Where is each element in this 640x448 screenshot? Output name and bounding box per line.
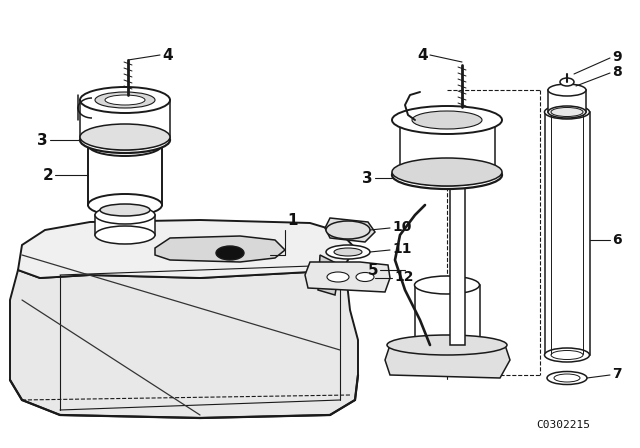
Ellipse shape bbox=[100, 204, 150, 216]
Text: 4: 4 bbox=[417, 47, 428, 63]
Ellipse shape bbox=[356, 272, 374, 281]
Ellipse shape bbox=[415, 276, 479, 294]
Text: 11: 11 bbox=[392, 242, 412, 256]
Polygon shape bbox=[545, 112, 590, 355]
Text: 6: 6 bbox=[612, 233, 621, 247]
Ellipse shape bbox=[88, 130, 162, 150]
Text: 1: 1 bbox=[287, 213, 298, 228]
Polygon shape bbox=[450, 175, 465, 345]
Ellipse shape bbox=[560, 78, 574, 86]
Ellipse shape bbox=[387, 335, 507, 355]
Ellipse shape bbox=[327, 272, 349, 282]
Polygon shape bbox=[400, 120, 495, 172]
Ellipse shape bbox=[326, 221, 370, 239]
Ellipse shape bbox=[88, 194, 162, 216]
Polygon shape bbox=[415, 285, 480, 345]
Text: 7: 7 bbox=[612, 367, 621, 381]
Text: 3: 3 bbox=[362, 171, 373, 185]
Text: C0302215: C0302215 bbox=[536, 420, 590, 430]
Ellipse shape bbox=[545, 105, 589, 119]
Polygon shape bbox=[88, 145, 162, 205]
Text: 8: 8 bbox=[612, 65, 621, 79]
Ellipse shape bbox=[216, 246, 244, 260]
Ellipse shape bbox=[415, 336, 479, 354]
Text: 2: 2 bbox=[42, 168, 53, 182]
Ellipse shape bbox=[547, 371, 587, 384]
Text: 5: 5 bbox=[367, 263, 378, 277]
Polygon shape bbox=[305, 262, 390, 292]
Text: 10: 10 bbox=[392, 220, 412, 234]
Ellipse shape bbox=[326, 245, 370, 259]
Ellipse shape bbox=[392, 158, 502, 186]
Ellipse shape bbox=[402, 164, 492, 186]
Ellipse shape bbox=[88, 134, 162, 156]
Text: 12: 12 bbox=[394, 270, 413, 284]
Ellipse shape bbox=[392, 161, 502, 189]
Ellipse shape bbox=[95, 206, 155, 224]
Ellipse shape bbox=[80, 124, 170, 150]
Ellipse shape bbox=[95, 226, 155, 244]
Ellipse shape bbox=[392, 106, 502, 134]
Polygon shape bbox=[95, 215, 155, 235]
Ellipse shape bbox=[95, 92, 155, 108]
Ellipse shape bbox=[548, 84, 586, 96]
Polygon shape bbox=[10, 265, 358, 418]
Polygon shape bbox=[155, 236, 285, 262]
Ellipse shape bbox=[545, 348, 589, 362]
Text: 9: 9 bbox=[612, 50, 621, 64]
Polygon shape bbox=[80, 100, 170, 137]
Polygon shape bbox=[385, 345, 510, 378]
Polygon shape bbox=[18, 220, 355, 278]
Text: 3: 3 bbox=[37, 133, 48, 147]
Polygon shape bbox=[548, 90, 586, 112]
Polygon shape bbox=[325, 218, 375, 242]
Text: 4: 4 bbox=[162, 47, 173, 63]
Ellipse shape bbox=[80, 87, 170, 113]
Ellipse shape bbox=[105, 95, 145, 105]
Ellipse shape bbox=[412, 111, 482, 129]
Ellipse shape bbox=[548, 106, 586, 118]
Ellipse shape bbox=[334, 248, 362, 256]
Polygon shape bbox=[318, 255, 340, 295]
Ellipse shape bbox=[80, 127, 170, 153]
